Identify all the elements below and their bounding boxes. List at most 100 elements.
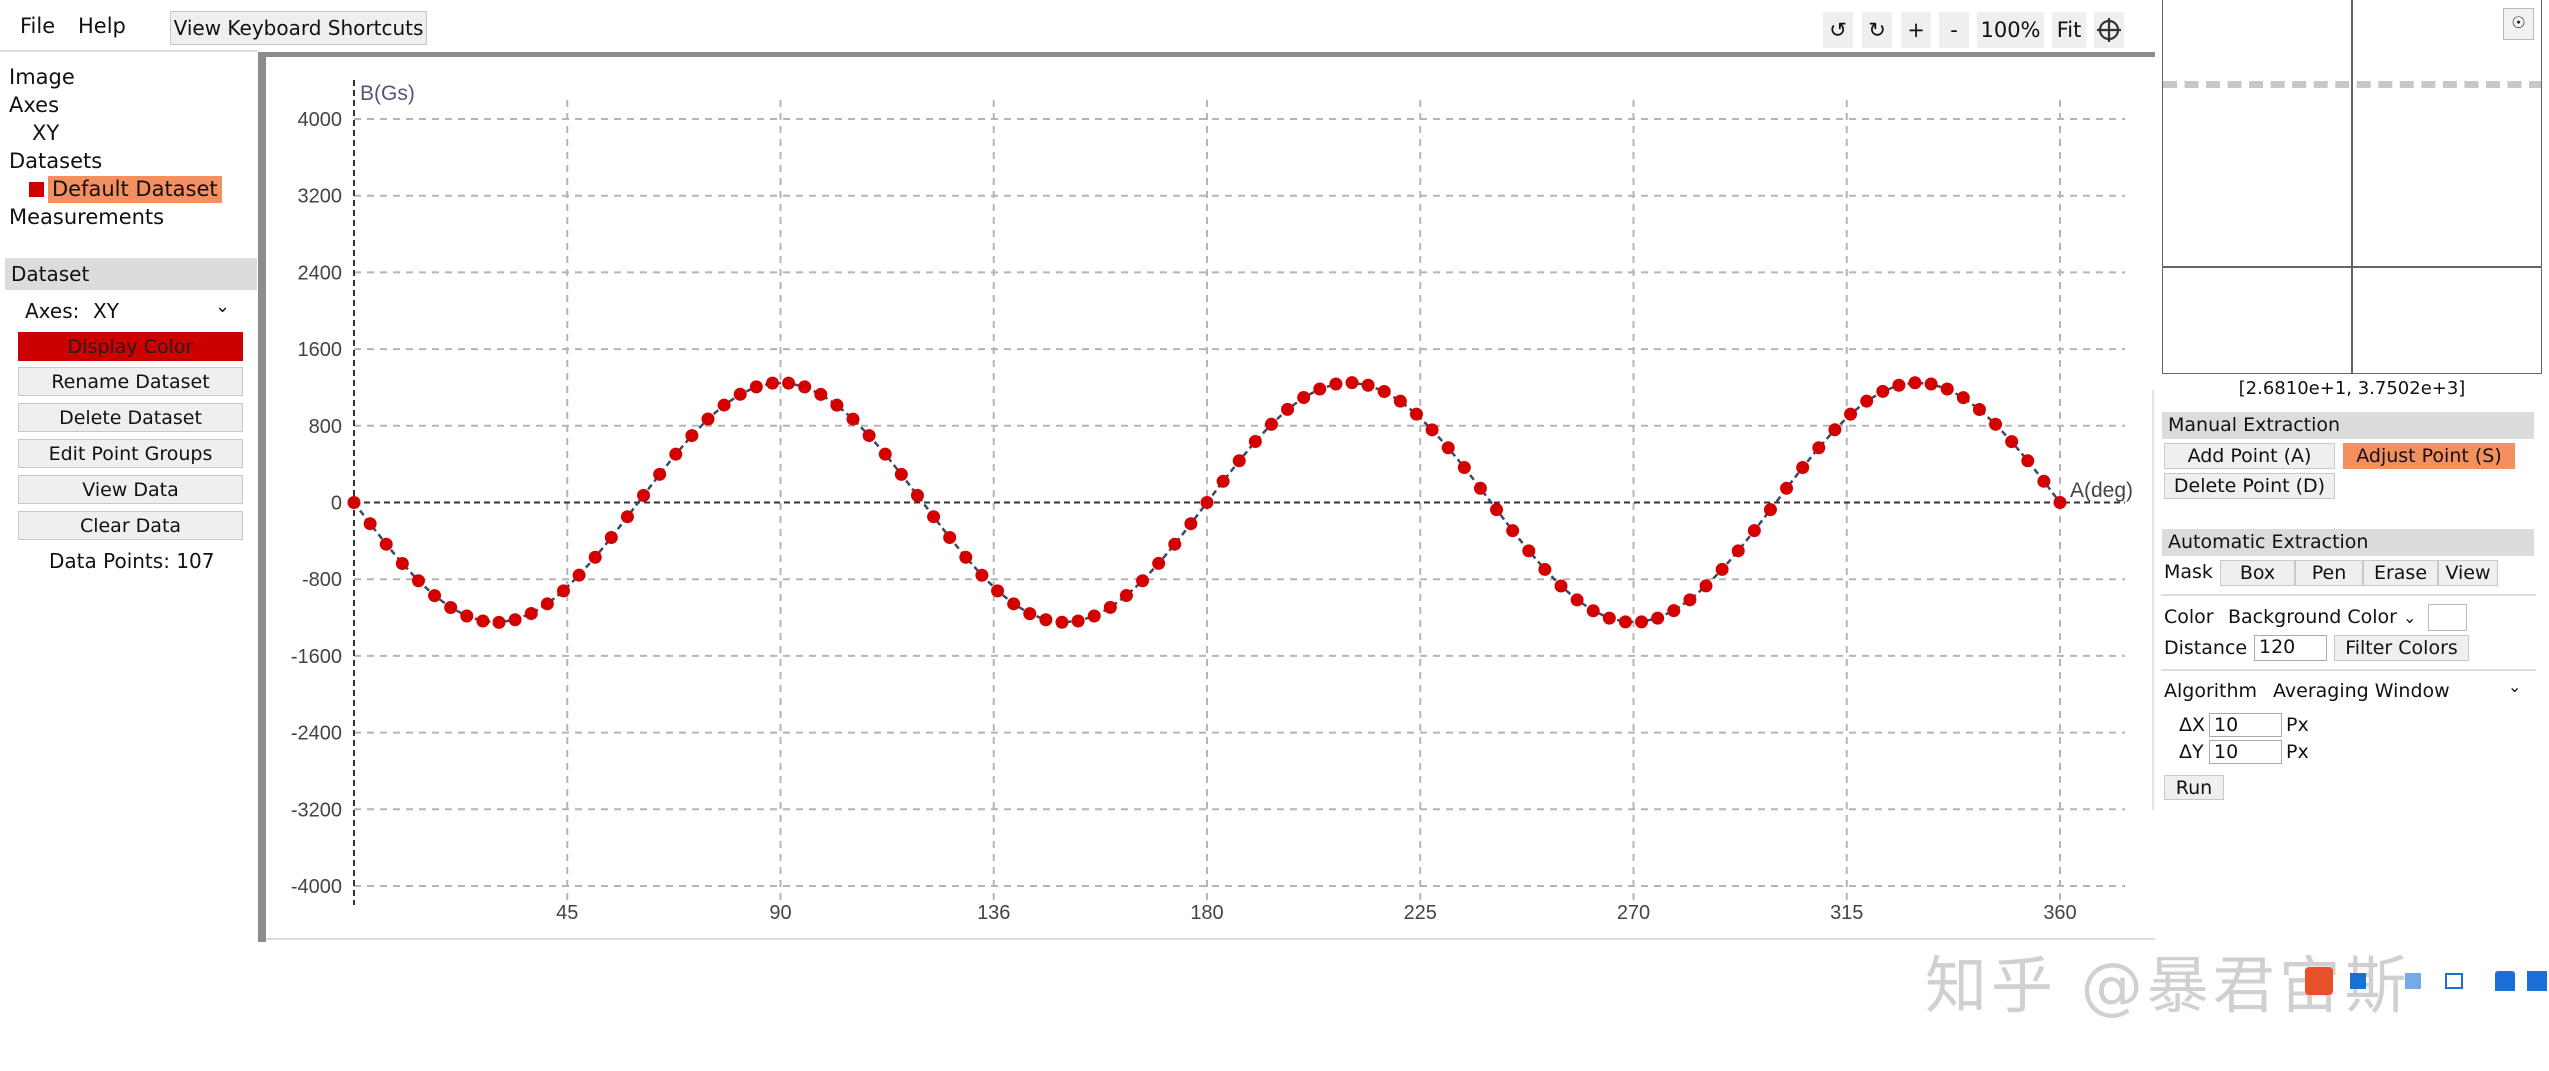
data-point xyxy=(1554,579,1568,593)
mask-box-button[interactable]: Box xyxy=(2220,560,2295,586)
taskbar-icons xyxy=(2305,965,2549,999)
data-point xyxy=(1425,423,1439,437)
color-label: Color xyxy=(2164,606,2214,628)
adjust-point-button[interactable]: Adjust Point (S) xyxy=(2343,443,2515,469)
data-point xyxy=(540,597,554,611)
data-point xyxy=(1023,607,1037,621)
data-points-count: Data Points: 107 xyxy=(49,549,214,573)
data-point xyxy=(1345,376,1359,390)
data-point xyxy=(927,510,941,524)
add-point-button[interactable]: Add Point (A) xyxy=(2164,443,2335,469)
delete-dataset-button[interactable]: Delete Dataset xyxy=(18,403,243,432)
filter-colors-button[interactable]: Filter Colors xyxy=(2334,635,2469,661)
tree-axes[interactable]: Axes xyxy=(9,93,60,117)
data-point xyxy=(717,398,731,412)
chevron-down-icon[interactable]: ⌄ xyxy=(2508,677,2522,696)
crosshair-button[interactable] xyxy=(2094,12,2124,48)
data-point xyxy=(862,429,876,443)
mask-erase-button[interactable]: Erase xyxy=(2363,560,2438,586)
data-point xyxy=(1828,423,1842,437)
data-point xyxy=(959,550,973,564)
data-point xyxy=(411,574,425,588)
display-color-button[interactable]: Display Color xyxy=(18,332,243,361)
app-logo-icon xyxy=(2305,967,2333,995)
rotate-left-button[interactable]: ↺ xyxy=(1823,12,1853,48)
zoom-in-button[interactable]: + xyxy=(1901,12,1931,48)
view-data-button[interactable]: View Data xyxy=(18,475,243,504)
magnifier-settings-button[interactable]: ☉ xyxy=(2503,8,2534,40)
data-point xyxy=(1248,435,1262,449)
data-point xyxy=(1586,604,1600,618)
data-point xyxy=(428,589,442,603)
automatic-extraction-header: Automatic Extraction xyxy=(2162,529,2534,556)
rotate-right-button[interactable]: ↻ xyxy=(1862,12,1892,48)
data-point xyxy=(1892,378,1906,392)
clear-data-button[interactable]: Clear Data xyxy=(18,511,243,540)
punctuation-icon xyxy=(2405,973,2421,989)
menu-help[interactable]: Help xyxy=(78,14,126,38)
data-point xyxy=(1200,496,1214,509)
x-tick-label: 315 xyxy=(1830,902,1863,924)
data-point xyxy=(1377,384,1391,398)
distance-input[interactable]: 120 xyxy=(2254,635,2327,661)
data-point xyxy=(1844,407,1858,421)
dy-input[interactable]: 10 xyxy=(2209,740,2282,764)
skin-icon xyxy=(2495,971,2515,991)
y-tick-label: 4000 xyxy=(298,109,343,131)
tree-image[interactable]: Image xyxy=(9,65,75,89)
x-tick-label: 225 xyxy=(1404,902,1437,924)
zoom-level-button[interactable]: 100% xyxy=(1977,12,2044,48)
data-point xyxy=(2021,454,2035,468)
dx-input[interactable]: 10 xyxy=(2209,713,2282,737)
data-point xyxy=(669,447,683,461)
data-point xyxy=(1860,394,1874,408)
data-point xyxy=(1136,574,1150,588)
crosshair-icon xyxy=(2097,18,2121,42)
axes-select[interactable]: XY xyxy=(93,299,119,323)
chevron-down-icon[interactable]: ⌄ xyxy=(215,296,231,317)
data-point xyxy=(1473,481,1487,495)
y-tick-label: -1600 xyxy=(291,646,342,668)
data-point xyxy=(1393,394,1407,408)
color-mode-select[interactable]: Background Color ⌄ xyxy=(2228,606,2416,628)
menu-file[interactable]: File xyxy=(20,14,56,38)
data-point xyxy=(1956,391,1970,405)
distance-label: Distance xyxy=(2164,637,2248,659)
fit-button[interactable]: Fit xyxy=(2052,12,2086,48)
divider xyxy=(2161,594,2536,596)
data-point xyxy=(1441,441,1455,455)
view-keyboard-shortcuts-button[interactable]: View Keyboard Shortcuts xyxy=(170,11,427,45)
delete-point-button[interactable]: Delete Point (D) xyxy=(2164,473,2335,499)
zoom-out-button[interactable]: - xyxy=(1939,12,1969,48)
algorithm-select[interactable]: Averaging Window xyxy=(2273,680,2450,702)
x-tick-label: 136 xyxy=(977,902,1010,924)
edit-point-groups-button[interactable]: Edit Point Groups xyxy=(18,439,243,468)
data-point xyxy=(1490,503,1504,517)
tree-datasets[interactable]: Datasets xyxy=(9,149,103,173)
data-point xyxy=(749,380,763,394)
manual-extraction-header: Manual Extraction xyxy=(2162,412,2534,439)
data-point xyxy=(733,387,747,401)
data-point xyxy=(1168,537,1182,551)
mask-pen-button[interactable]: Pen xyxy=(2295,560,2363,586)
data-point xyxy=(1119,588,1133,602)
run-button[interactable]: Run xyxy=(2164,775,2224,800)
data-point xyxy=(1232,454,1246,468)
data-point xyxy=(1812,441,1826,455)
data-point xyxy=(379,537,393,551)
data-point xyxy=(894,467,908,481)
mask-view-button[interactable]: View xyxy=(2438,560,2498,586)
color-swatch[interactable] xyxy=(2428,604,2467,631)
x-tick-label: 90 xyxy=(769,902,791,924)
data-point xyxy=(1361,378,1375,392)
rename-dataset-button[interactable]: Rename Dataset xyxy=(18,367,243,396)
magnifier-crosshair-horizontal xyxy=(2163,266,2541,268)
tree-axes-xy[interactable]: XY xyxy=(32,121,60,145)
tree-measurements[interactable]: Measurements xyxy=(9,205,165,229)
dataset-panel-header: Dataset xyxy=(5,258,257,290)
y-tick-label: -3200 xyxy=(291,799,342,821)
data-point xyxy=(1715,562,1729,576)
data-point xyxy=(1087,609,1101,623)
tree-default-dataset[interactable]: Default Dataset xyxy=(48,176,222,203)
